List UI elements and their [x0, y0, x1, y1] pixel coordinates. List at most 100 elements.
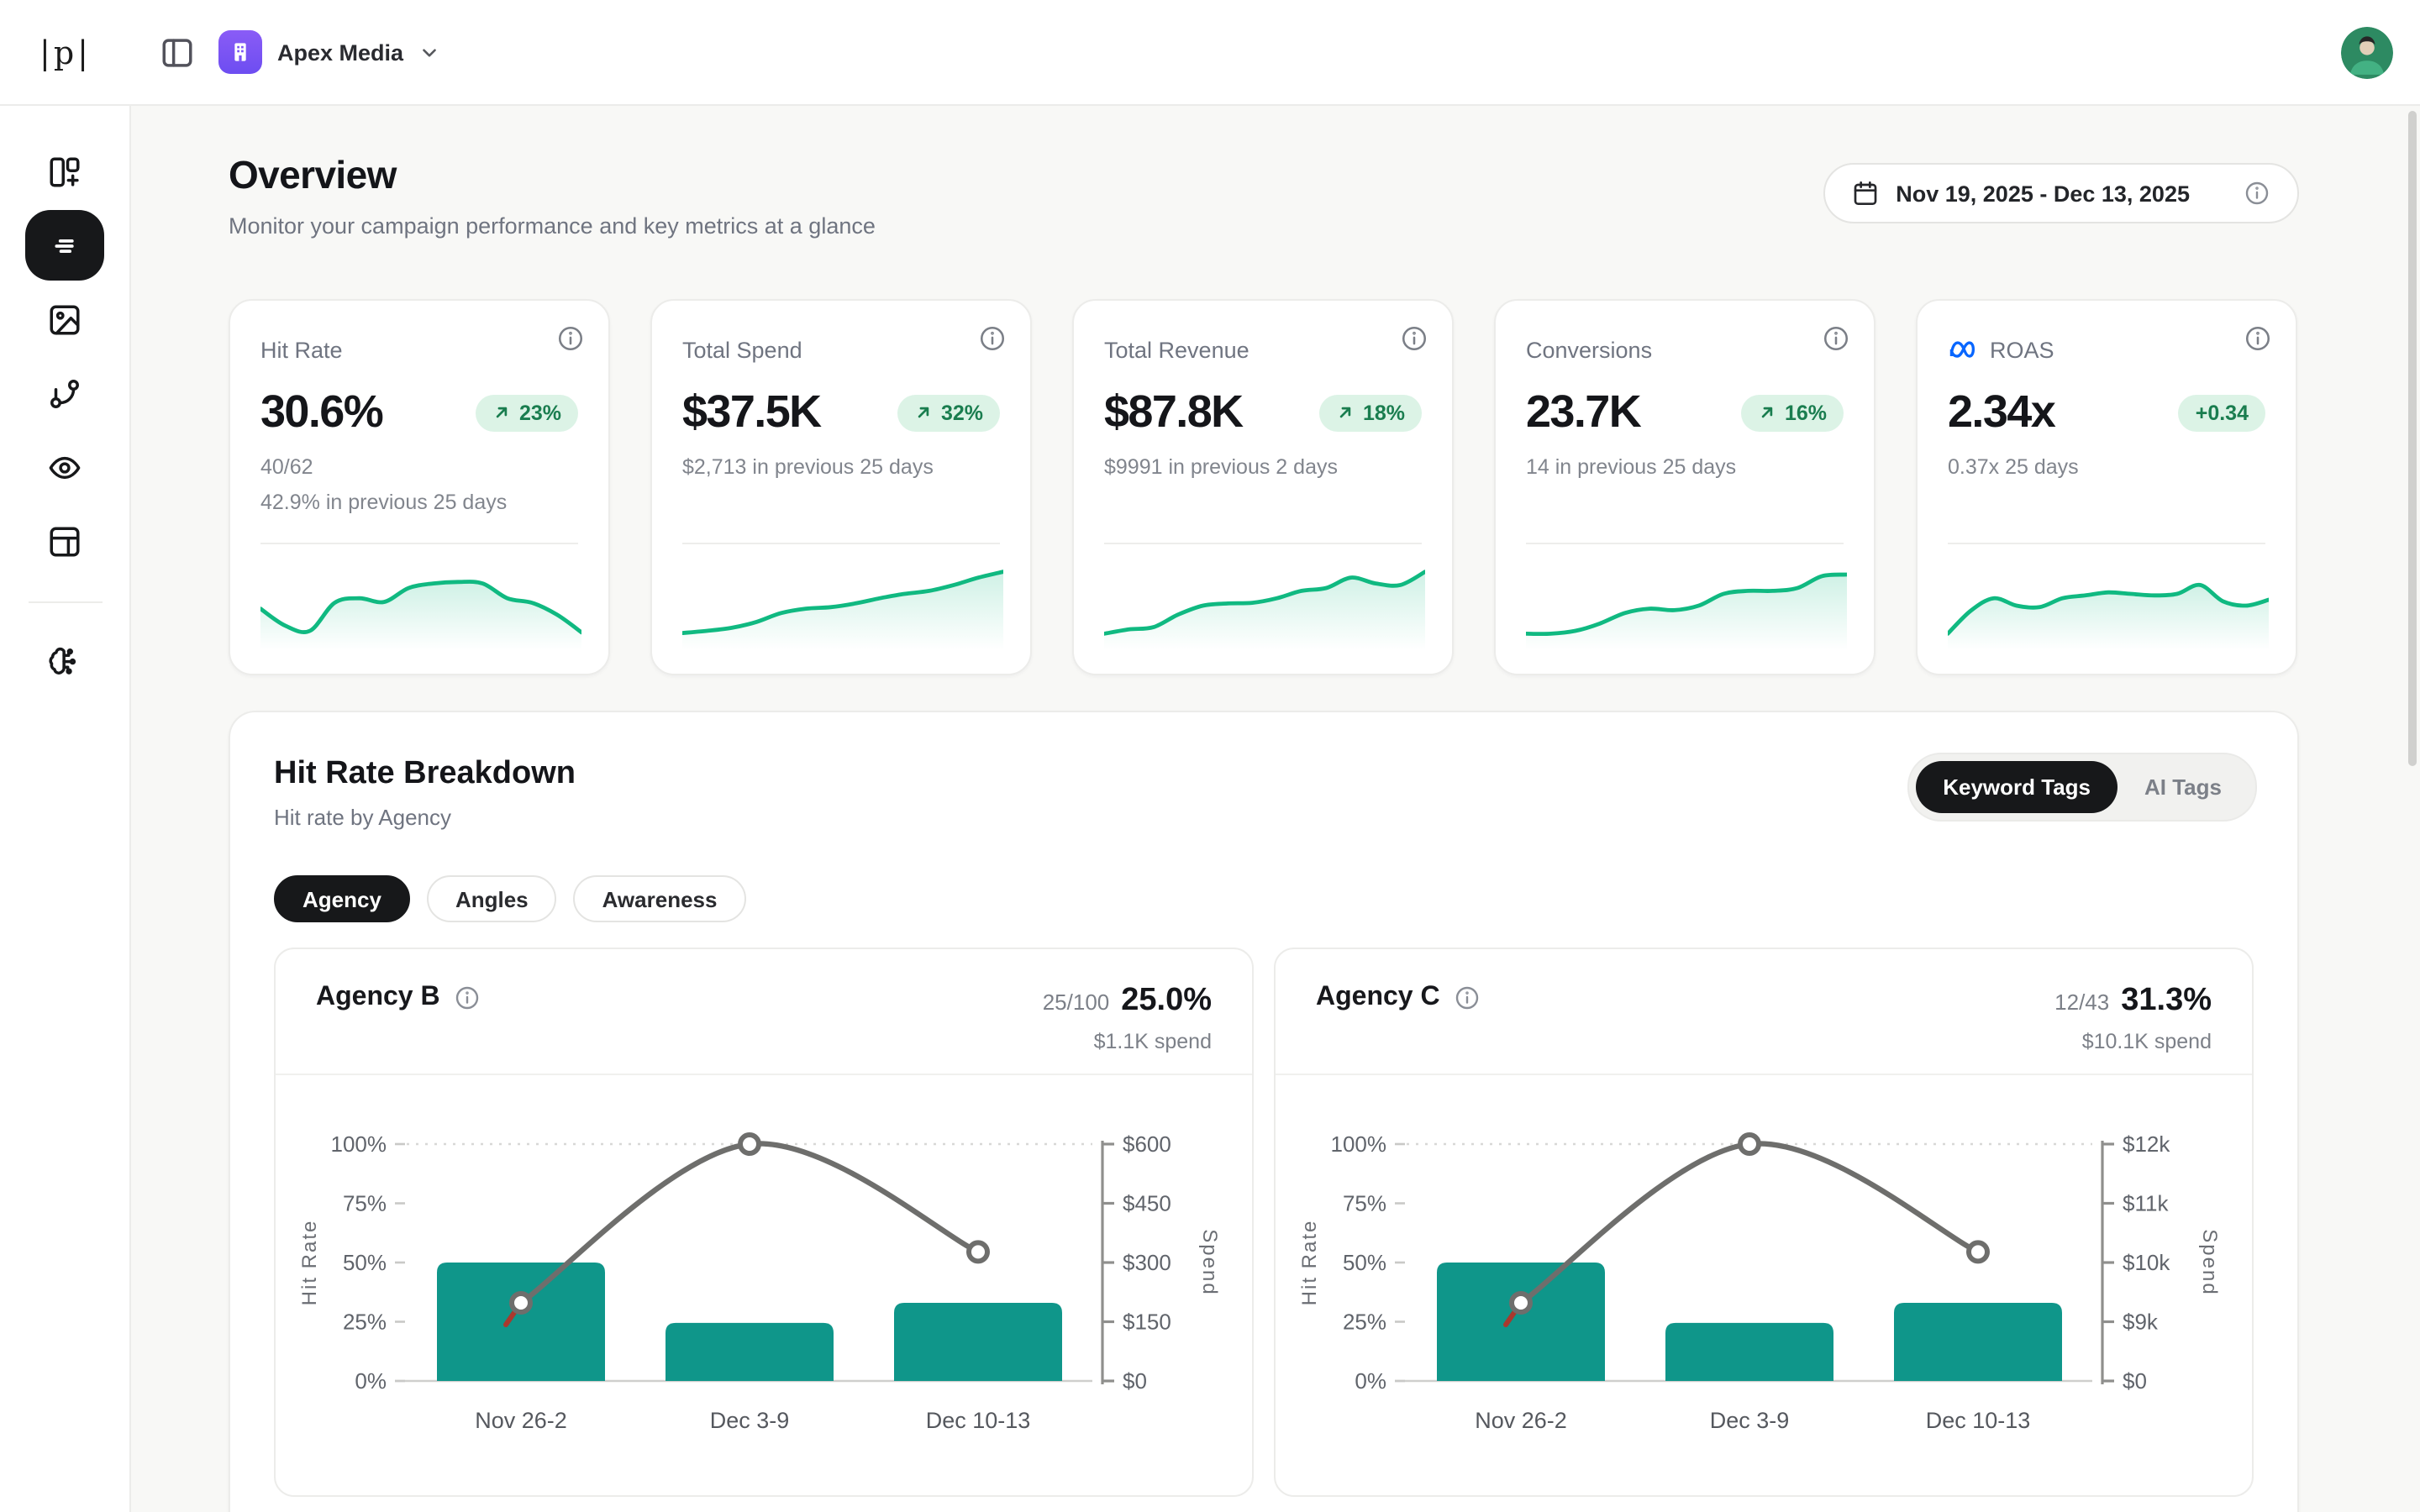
metric-subtext: 0.37x 25 days: [1948, 455, 2079, 479]
metric-subtext: 42.9% in previous 25 days: [260, 491, 508, 515]
metric-title: Conversions: [1526, 338, 1653, 363]
metric-title: Total Spend: [682, 338, 802, 363]
svg-text:Nov 26-2: Nov 26-2: [475, 1408, 567, 1433]
sidebar-item-creatives[interactable]: [25, 284, 104, 354]
svg-text:50%: 50%: [1343, 1250, 1386, 1275]
sidebar-divider: [28, 601, 102, 603]
image-icon: [50, 304, 80, 334]
page-subtitle: Monitor your campaign performance and ke…: [229, 213, 876, 239]
sidebar-item-overview[interactable]: [25, 210, 104, 281]
metric-value: 23.7K: [1526, 386, 1642, 437]
metric-cards-row: Hit Rate 30.6% 23% 40/62 42.9% in previo…: [229, 299, 2299, 675]
sparkline: [1104, 543, 1425, 650]
metric-title: ROAS: [1948, 338, 2265, 363]
sparkline: [682, 543, 1003, 650]
trend-up-icon: [1761, 407, 1773, 418]
info-icon[interactable]: [1822, 324, 1850, 353]
info-icon[interactable]: [1400, 324, 1428, 353]
metric-card-hit-rate: Hit Rate 30.6% 23% 40/62 42.9% in previo…: [229, 299, 610, 675]
svg-text:Dec 3-9: Dec 3-9: [710, 1408, 790, 1433]
svg-text:$0: $0: [1123, 1368, 1147, 1394]
info-icon[interactable]: [556, 324, 585, 353]
info-icon[interactable]: [454, 984, 481, 1011]
tags-toggle: Keyword Tags AI Tags: [1907, 753, 2257, 822]
info-icon[interactable]: [2244, 324, 2272, 353]
svg-text:50%: 50%: [343, 1250, 387, 1275]
info-icon[interactable]: [1454, 984, 1481, 1011]
date-range-value: Nov 19, 2025 - Dec 13, 2025: [1896, 181, 2190, 206]
chart-spend: $10.1K spend: [2081, 1030, 2212, 1053]
svg-text:75%: 75%: [1343, 1191, 1386, 1216]
brand-logo: |p|: [39, 34, 92, 71]
svg-text:$12k: $12k: [2123, 1131, 2170, 1157]
svg-text:0%: 0%: [355, 1368, 387, 1394]
svg-text:$300: $300: [1123, 1250, 1171, 1275]
svg-text:Dec 10-13: Dec 10-13: [926, 1408, 1031, 1433]
sidebar-toggle-button[interactable]: [151, 27, 202, 77]
meta-icon: [1949, 341, 1975, 358]
trend-badge: 18%: [1318, 394, 1422, 431]
brain-circuit-icon: [49, 646, 76, 674]
chart-card-agency-b: Agency B 25/100 25.0% $1.1K spend 100% 75…: [274, 948, 1254, 1497]
metric-card-conversions: Conversions 23.7K 16% 14 in previous 25 …: [1494, 299, 1876, 675]
workspace-selector[interactable]: Apex Media: [218, 30, 440, 74]
info-icon[interactable]: [978, 324, 1007, 353]
metric-value: 30.6%: [260, 386, 384, 437]
align-lines-icon: [55, 238, 74, 253]
svg-text:$600: $600: [1123, 1131, 1171, 1157]
svg-text:$11k: $11k: [2123, 1191, 2169, 1216]
svg-text:Spend: Spend: [2198, 1229, 2221, 1295]
chip-agency[interactable]: Agency: [274, 875, 410, 922]
svg-text:Dec 10-13: Dec 10-13: [1926, 1408, 2031, 1433]
svg-text:100%: 100%: [331, 1131, 387, 1157]
metric-value: $87.8K: [1104, 386, 1244, 437]
svg-text:75%: 75%: [343, 1191, 387, 1216]
metric-title: Hit Rate: [260, 338, 343, 363]
metric-subtext: $9991 in previous 2 days: [1104, 455, 1338, 479]
avatar[interactable]: [2341, 27, 2393, 79]
sidebar-item-ai-tools[interactable]: [25, 627, 104, 697]
sidebar-item-reports[interactable]: [25, 506, 104, 576]
trend-badge: 32%: [897, 394, 1000, 431]
sidebar-item-workflows[interactable]: [25, 358, 104, 428]
panel-title: Hit Rate Breakdown: [274, 756, 576, 791]
metric-title: Total Revenue: [1104, 338, 1249, 363]
page-title: Overview: [229, 153, 397, 197]
svg-text:Nov 26-2: Nov 26-2: [1475, 1408, 1567, 1433]
metric-value: $37.5K: [682, 386, 822, 437]
trend-up-icon: [918, 407, 929, 418]
svg-text:Hit Rate: Hit Rate: [298, 1220, 321, 1306]
combo-chart-agency-c: 100% 75% 50% 25% 0% $12k $11k $10k $9k $0 Nov 26-2…: [1276, 1075, 2252, 1488]
svg-text:Hit Rate: Hit Rate: [1298, 1220, 1321, 1306]
sidebar: [0, 106, 131, 1512]
sidebar-item-dashboards[interactable]: [25, 136, 104, 207]
vertical-scrollbar-thumb[interactable]: [2408, 111, 2417, 766]
toggle-keyword-tags[interactable]: Keyword Tags: [1916, 761, 2118, 813]
workspace-name: Apex Media: [277, 39, 404, 65]
svg-text:$9k: $9k: [2123, 1310, 2159, 1335]
sidebar-item-monitoring[interactable]: [25, 432, 104, 502]
hit-rate-breakdown-panel: Hit Rate Breakdown Hit rate by Agency Ke…: [229, 711, 2299, 1512]
chip-angles[interactable]: Angles: [426, 875, 557, 922]
svg-text:100%: 100%: [1331, 1131, 1387, 1157]
chart-rate: 31.3%: [2121, 983, 2212, 1018]
metric-card-total-revenue: Total Revenue $87.8K 18% $9991 in previo…: [1072, 299, 1454, 675]
layout-grid-plus-icon: [50, 156, 80, 186]
metric-value: 2.34x: [1948, 386, 2056, 437]
date-range-picker[interactable]: Nov 19, 2025 - Dec 13, 2025: [1823, 163, 2299, 223]
sparkline: [1526, 543, 1847, 650]
trend-badge: 23%: [475, 394, 578, 431]
building-icon: [218, 30, 262, 74]
info-icon[interactable]: [2244, 180, 2270, 207]
sparkline: [260, 543, 581, 650]
toggle-ai-tags[interactable]: AI Tags: [2118, 761, 2249, 813]
chip-awareness[interactable]: Awareness: [573, 875, 746, 922]
metric-subtext: 40/62: [260, 455, 313, 479]
panel-subtitle: Hit rate by Agency: [274, 805, 451, 830]
trend-badge: +0.34: [2178, 394, 2265, 431]
svg-text:0%: 0%: [1355, 1368, 1386, 1394]
svg-text:$150: $150: [1123, 1310, 1171, 1335]
svg-text:$10k: $10k: [2123, 1250, 2170, 1275]
sparkline: [1948, 543, 2269, 650]
